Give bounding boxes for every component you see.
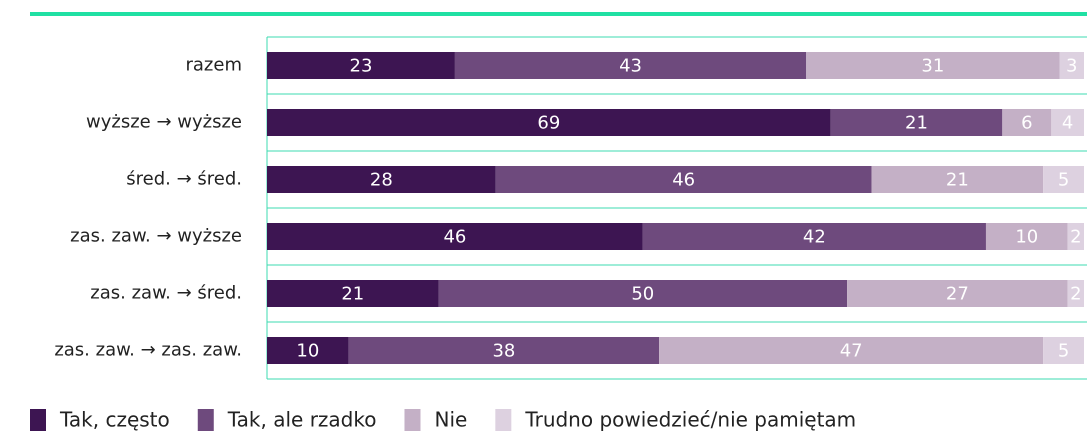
value-label: 21 (946, 170, 969, 191)
legend-label: Tak, często (59, 408, 170, 432)
value-label: 46 (443, 227, 466, 248)
value-label: 31 (921, 56, 944, 77)
bar-segment (830, 109, 1003, 136)
bar-segment (806, 52, 1060, 79)
bar-segment (1051, 109, 1084, 136)
bar-segment (438, 280, 848, 307)
category-label: śred. → śred. (126, 169, 242, 190)
value-label: 2 (1070, 227, 1081, 248)
legend-label: Trudno powiedzieć/nie pamiętam (524, 408, 856, 432)
bar-segment (267, 52, 455, 79)
category-label: zas. zaw. → zas. zaw. (54, 340, 242, 361)
value-label: 10 (296, 341, 319, 362)
legend-swatch (404, 409, 421, 431)
value-label: 38 (492, 341, 515, 362)
bar-segment (267, 223, 643, 250)
bar-segment (659, 337, 1044, 364)
category-label: zas. zaw. → wyższe (70, 226, 242, 247)
value-label: 3 (1066, 56, 1077, 77)
legend-label: Nie (434, 408, 467, 432)
value-label: 23 (350, 56, 373, 77)
value-label: 69 (537, 113, 560, 134)
legend-swatch (30, 409, 46, 431)
value-label: 50 (631, 284, 654, 305)
bar-segment (1059, 52, 1084, 79)
value-label: 6 (1021, 113, 1032, 134)
value-label: 2 (1070, 284, 1081, 305)
value-label: 10 (1015, 227, 1038, 248)
bar-segment (267, 280, 439, 307)
bar-segment (267, 109, 831, 136)
value-label: 46 (672, 170, 695, 191)
value-label: 47 (840, 341, 863, 362)
bar-segment (1067, 280, 1084, 307)
bar-segment (1067, 223, 1084, 250)
category-label: razem (186, 55, 243, 76)
value-label: 21 (341, 284, 364, 305)
legend-label: Tak, ale rzadko (227, 408, 377, 432)
bar-segment (847, 280, 1068, 307)
value-label: 4 (1062, 113, 1073, 134)
value-label: 27 (946, 284, 969, 305)
bar-segment (1043, 337, 1084, 364)
bar-segment (348, 337, 660, 364)
bar-segment (642, 223, 986, 250)
bar-segment (454, 52, 807, 79)
value-label: 5 (1058, 170, 1069, 191)
value-label: 42 (803, 227, 826, 248)
category-label: zas. zaw. → śred. (90, 283, 242, 304)
bar-segment (985, 223, 1068, 250)
legend-swatch (197, 409, 214, 431)
bar-segment (871, 166, 1044, 193)
value-label: 5 (1058, 341, 1069, 362)
value-label: 43 (619, 56, 642, 77)
legend-swatch (495, 409, 512, 431)
bar-segment (1043, 166, 1084, 193)
value-label: 28 (370, 170, 393, 191)
bar-segment (267, 337, 349, 364)
value-label: 21 (905, 113, 928, 134)
bar-segment (1002, 109, 1052, 136)
bar-segment (495, 166, 872, 193)
bar-segment (267, 166, 496, 193)
category-label: wyższe → wyższe (86, 112, 242, 133)
